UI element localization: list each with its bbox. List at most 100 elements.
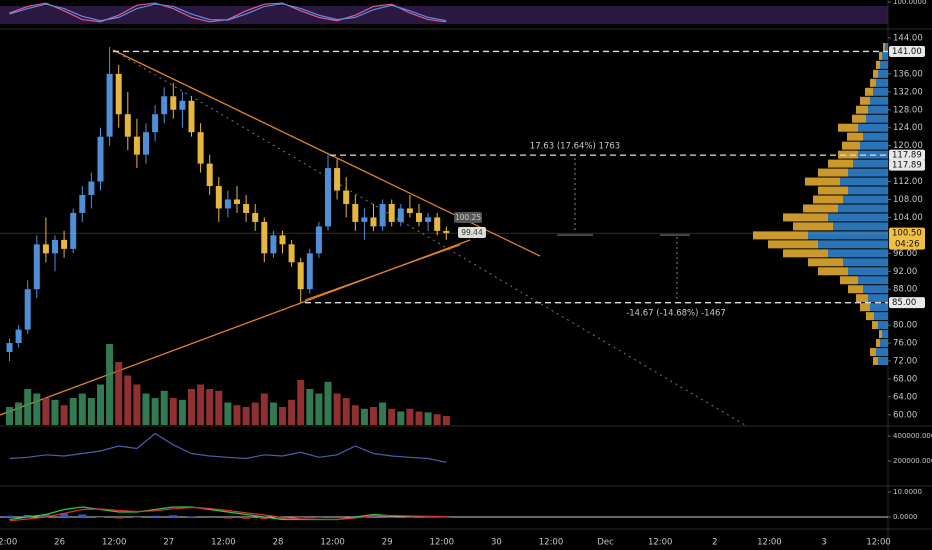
volume-bar xyxy=(406,408,414,425)
volume-bar xyxy=(133,384,141,425)
histogram-bar xyxy=(5,515,14,517)
candle-body xyxy=(97,136,104,182)
histogram-bar xyxy=(151,515,160,517)
profile-down xyxy=(870,348,876,357)
x-tick-label: 12:00 xyxy=(0,538,17,548)
volume-bar xyxy=(388,408,396,425)
histogram-bar xyxy=(96,517,105,518)
profile-down xyxy=(876,339,880,348)
profile-up xyxy=(876,78,888,87)
profile-down xyxy=(879,330,882,339)
volume-bar xyxy=(297,380,305,425)
profile-up xyxy=(866,114,888,123)
profile-down xyxy=(873,69,878,78)
price-label: 117.89 xyxy=(892,161,922,171)
candle-body xyxy=(388,203,395,222)
profile-up xyxy=(878,321,888,330)
profile-down xyxy=(818,168,848,177)
profile-up xyxy=(808,231,888,240)
y-tick-label: 108.00 xyxy=(893,195,923,205)
profile-up xyxy=(840,177,888,186)
profile-up xyxy=(863,285,888,294)
histogram-bar xyxy=(169,515,178,517)
volume-bar xyxy=(269,402,277,425)
candle-body xyxy=(279,235,286,245)
candle-body xyxy=(115,73,122,115)
profile-down xyxy=(793,222,833,231)
trend-dotted xyxy=(112,49,746,426)
candle-body xyxy=(434,217,441,231)
profile-down xyxy=(768,240,818,249)
candle-body xyxy=(215,186,222,209)
profile-up xyxy=(868,294,888,303)
profile-down xyxy=(838,150,858,159)
y-tick-label: 120.00 xyxy=(893,141,923,151)
profile-down xyxy=(818,267,848,276)
profile-up xyxy=(873,87,888,96)
profile-down xyxy=(852,114,866,123)
trend-inner xyxy=(304,244,461,301)
volume-bar xyxy=(260,393,268,425)
volume-bar xyxy=(415,411,423,425)
profile-up xyxy=(863,132,888,141)
last-price-label: 100.50 xyxy=(892,229,922,239)
y-tick-label: 64.00 xyxy=(893,392,917,402)
volume-bar xyxy=(97,384,104,425)
candle-body xyxy=(152,114,159,133)
profile-down xyxy=(883,42,885,51)
profile-up xyxy=(870,303,888,312)
candle-body xyxy=(406,208,413,213)
volume-bar xyxy=(106,344,114,425)
profile-down xyxy=(866,312,874,321)
indicator-line xyxy=(9,432,447,463)
volume-bar xyxy=(251,402,259,425)
profile-up xyxy=(880,60,888,69)
profile-down xyxy=(870,78,876,87)
volume-bar xyxy=(197,384,205,425)
x-tick-label: 12:00 xyxy=(539,538,564,548)
volume-bar xyxy=(60,405,68,425)
volume-bar xyxy=(397,411,405,425)
countdown: 04:26 xyxy=(895,240,920,250)
profile-down xyxy=(783,249,828,258)
y-tick-label: 92.00 xyxy=(893,267,917,277)
volume-bar xyxy=(224,402,232,425)
candle-body xyxy=(24,289,31,330)
profile-down xyxy=(879,51,882,60)
x-tick-label: 12:00 xyxy=(430,538,455,548)
x-tick-label: Dec xyxy=(597,538,614,548)
x-tick-label: 2 xyxy=(712,538,717,548)
volume-bar xyxy=(188,389,195,425)
volume-bar xyxy=(169,398,177,425)
volume-bar xyxy=(124,375,132,425)
candle-body xyxy=(343,190,350,204)
profile-up xyxy=(838,204,888,213)
y-tick-label: 68.00 xyxy=(893,374,917,384)
candle-body xyxy=(425,217,432,222)
candle-body xyxy=(143,132,149,155)
candle-body xyxy=(315,226,322,254)
trend-lines xyxy=(0,49,746,426)
volume-bar xyxy=(178,399,186,425)
volume-bar xyxy=(115,362,123,425)
profile-up xyxy=(848,267,888,276)
profile-up xyxy=(876,348,888,357)
histogram-bar xyxy=(260,517,269,519)
profile-up xyxy=(843,195,888,204)
y-tick-label: 76.00 xyxy=(893,339,917,349)
candle-body xyxy=(397,208,404,222)
y-tick-label: 132.00 xyxy=(893,87,923,97)
candle-body xyxy=(416,212,422,222)
histogram-bar xyxy=(242,517,251,519)
profile-down xyxy=(838,123,858,132)
profile-down xyxy=(873,356,878,365)
profile-up xyxy=(828,249,888,258)
last-price-box xyxy=(889,227,925,250)
x-tick-label: 12:00 xyxy=(211,538,236,548)
macd-line xyxy=(9,506,447,522)
histogram-bar xyxy=(223,517,232,519)
candle-body xyxy=(224,199,231,209)
callout-box xyxy=(454,212,482,223)
profile-down xyxy=(813,195,843,204)
